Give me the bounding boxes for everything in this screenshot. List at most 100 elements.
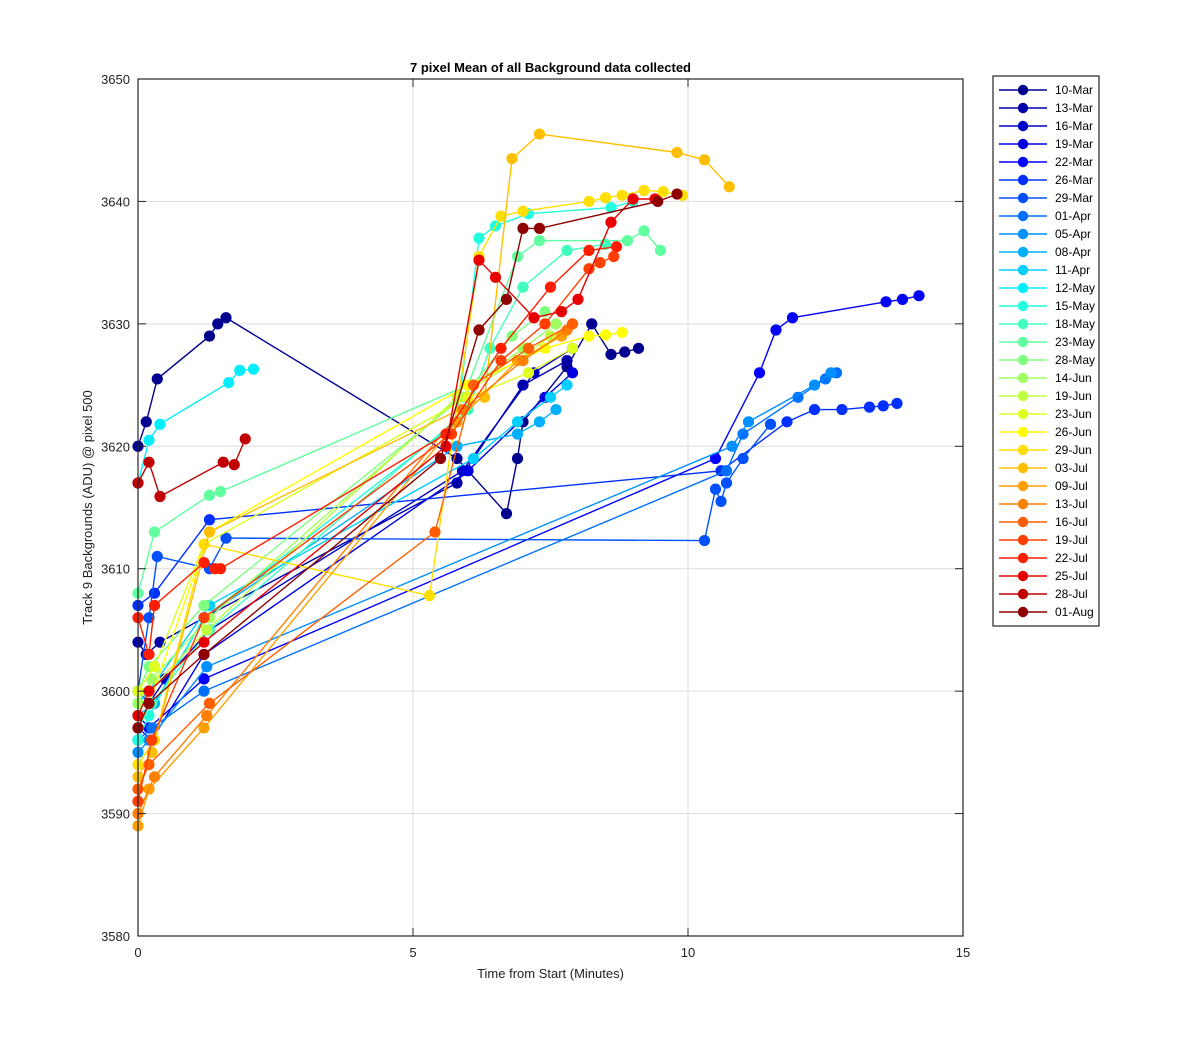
legend-marker <box>1017 228 1029 240</box>
y-tick-label: 3610 <box>101 562 130 577</box>
legend-item: 03-Jul <box>999 461 1088 475</box>
legend-item: 16-Jul <box>999 515 1088 529</box>
legend-item: 14-Jun <box>999 371 1092 385</box>
legend-item: 01-Aug <box>999 605 1094 619</box>
legend-marker <box>1017 534 1029 546</box>
y-tick-label: 3600 <box>101 684 130 699</box>
data-point <box>495 354 507 367</box>
legend-label: 29-Jun <box>1055 443 1092 457</box>
data-point <box>652 195 664 208</box>
data-point <box>836 403 848 416</box>
data-point <box>599 329 612 341</box>
data-point <box>511 452 524 465</box>
data-point <box>720 465 733 477</box>
x-tick-label: 15 <box>956 945 970 960</box>
data-point <box>434 452 447 465</box>
x-tick-label: 5 <box>409 945 416 960</box>
data-point <box>517 205 529 217</box>
legend-item: 22-Mar <box>999 155 1093 169</box>
data-point <box>506 152 518 165</box>
data-point <box>148 599 161 612</box>
data-point <box>550 403 562 416</box>
series-line <box>137 295 920 729</box>
data-point <box>517 281 529 293</box>
legend-item: 19-Mar <box>999 137 1093 151</box>
legend-marker <box>1017 192 1029 204</box>
data-point <box>203 697 216 709</box>
data-point <box>544 281 557 293</box>
legend-item: 26-Mar <box>999 173 1093 187</box>
legend-marker <box>1017 246 1029 258</box>
legend-marker <box>1017 444 1029 456</box>
data-point <box>234 364 246 376</box>
data-point <box>203 514 216 526</box>
data-point <box>770 324 782 336</box>
series-01-aug <box>132 188 683 734</box>
data-point <box>533 128 546 140</box>
data-point <box>517 379 529 391</box>
data-point <box>764 418 777 430</box>
data-point <box>212 318 224 330</box>
data-point <box>619 346 631 358</box>
legend-item: 09-Jul <box>999 479 1088 493</box>
series-22-jul <box>132 241 623 661</box>
legend-label: 19-Mar <box>1055 137 1093 151</box>
data-point <box>203 489 216 501</box>
legend-label: 16-Mar <box>1055 119 1093 133</box>
data-point <box>201 661 213 673</box>
data-point <box>198 599 210 612</box>
legend-label: 22-Jul <box>1055 551 1088 565</box>
y-tick-label: 3620 <box>101 439 130 454</box>
data-point <box>566 318 579 330</box>
data-point <box>154 636 166 648</box>
data-point <box>583 244 595 256</box>
data-point <box>544 391 557 403</box>
data-point <box>140 416 152 428</box>
legend-label: 11-Apr <box>1055 263 1090 277</box>
data-point <box>561 379 573 391</box>
data-point <box>214 485 227 498</box>
data-point <box>877 400 889 412</box>
data-point <box>429 526 441 538</box>
legend-label: 25-Jul <box>1055 569 1088 583</box>
legend-marker <box>1017 372 1029 384</box>
legend-marker <box>1017 210 1029 222</box>
legend-item: 19-Jun <box>999 389 1092 403</box>
data-point <box>825 367 837 379</box>
data-point <box>610 241 623 253</box>
legend-label: 28-Jul <box>1055 587 1088 601</box>
data-point <box>627 193 639 205</box>
data-point <box>808 403 821 416</box>
legend-item: 28-Jul <box>999 587 1088 601</box>
legend-item: 23-Jun <box>999 407 1092 421</box>
legend-item: 25-Jul <box>999 569 1088 583</box>
legend-label: 01-Apr <box>1055 209 1091 223</box>
legend-label: 18-May <box>1055 317 1095 331</box>
data-point <box>143 434 155 446</box>
legend-marker <box>1017 552 1029 564</box>
legend-marker <box>1017 84 1029 96</box>
data-point <box>605 216 617 228</box>
legend-marker <box>1017 120 1029 132</box>
data-point <box>896 293 909 305</box>
legend-label: 15-May <box>1055 299 1095 313</box>
legend-item: 22-Jul <box>999 551 1088 565</box>
x-tick-label: 10 <box>681 945 695 960</box>
data-point <box>561 354 573 367</box>
data-point <box>198 722 210 734</box>
data-point <box>423 590 436 602</box>
data-point <box>489 271 502 283</box>
legend-label: 29-Mar <box>1055 191 1093 205</box>
legend-marker <box>1017 606 1029 618</box>
data-point <box>203 526 216 538</box>
data-point <box>528 312 540 324</box>
data-point <box>808 379 821 391</box>
data-point <box>148 771 161 783</box>
legend-item: 18-May <box>999 317 1095 331</box>
data-point <box>753 367 766 379</box>
legend-item: 13-Mar <box>999 101 1093 115</box>
legend-marker <box>1017 174 1029 186</box>
legend-label: 12-May <box>1055 281 1095 295</box>
legend-item: 16-Mar <box>999 119 1093 133</box>
legend-label: 13-Mar <box>1055 101 1093 115</box>
